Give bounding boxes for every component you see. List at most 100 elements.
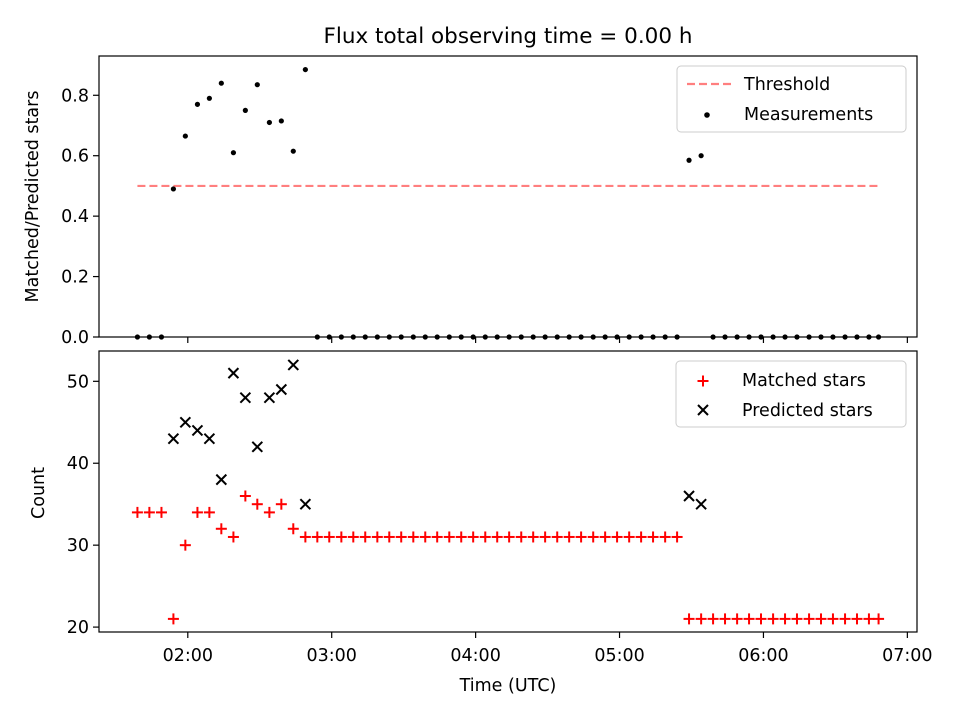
predicted-star-point [227,367,240,379]
matched-star-point [815,613,827,625]
measurement-point [266,119,272,126]
predicted-star-point [695,498,707,510]
predicted-star-point [263,391,276,404]
matched-star-point [227,531,239,543]
matched-star-point [803,613,815,625]
matched-star-point [755,613,767,625]
matched-star-point [827,613,839,625]
predicted-star-point [179,416,192,428]
bottom-legend: Matched stars Predicted stars [675,360,907,428]
matched-star-point [491,531,503,543]
marker-stroke [239,391,252,404]
matched-star-point [671,531,683,543]
matched-star-point [287,523,299,535]
matched-star-point [179,539,191,551]
matched-star-point [851,613,863,625]
measurement-point [242,107,248,113]
marker-stroke [191,424,204,437]
marker-stroke [695,498,707,510]
matched-star-point [407,531,419,543]
predicted-star-point [191,424,204,437]
matched-star-point [191,506,203,518]
measurement-point [194,101,201,107]
matched-star-point [539,531,551,543]
matched-star-point [707,613,719,625]
marker-stroke [263,391,276,404]
measurement-point [218,80,224,86]
matched-star-point [563,531,575,543]
matched-star-point [467,531,479,543]
predicted-star-point [275,383,288,396]
matched-star-point [623,531,635,543]
matched-star-point [863,613,875,625]
legend-matched-label: Matched stars [742,371,866,391]
matched-star-point [767,613,779,625]
marker-stroke [227,367,240,379]
matched-star-point [131,506,143,518]
predicted-star-point [239,391,252,404]
bottom-xtick-label: 03:00 [306,646,356,666]
bottom-ytick-label: 40 [67,454,89,474]
matched-star-point [695,613,707,625]
top-ytick-label: 0.2 [61,268,89,288]
matched-star-point [873,613,885,625]
matched-star-point [239,490,251,502]
top-ylabel: Matched/Predicted stars [23,91,43,303]
matched-star-point [599,531,611,543]
legend-threshold-label: Threshold [743,75,830,95]
top-ytick-label: 0.4 [61,207,89,227]
figure-title: Flux total observing time = 0.00 h [324,24,693,49]
measurement-point [278,118,284,124]
top-ytick-label: 0.0 [61,328,89,348]
legend-measurements-swatch [704,112,710,118]
predicted-star-point [203,432,216,445]
matched-star-point [527,531,539,543]
matched-star-point [251,498,263,510]
marker-stroke [203,432,216,445]
predicted-star-point [167,432,180,445]
top-panel: Matched/Predicted stars 0.00.20.40.60.8 … [23,55,918,348]
matched-star-point [215,523,227,535]
bottom-xtick-label: 06:00 [738,646,788,666]
measurement-point [170,186,177,192]
top-legend-box [676,65,907,133]
top-ytick-label: 0.8 [61,86,89,106]
matched-star-point [263,506,275,518]
bottom-xtick-label: 02:00 [163,646,213,666]
predicted-star-point [299,498,312,510]
matched-star-point [311,531,323,543]
matched-star-point [503,531,515,543]
measurement-point [254,82,260,88]
legend-matched-swatch [697,375,709,387]
matched-star-point [359,531,371,543]
matched-star-point [455,531,467,543]
matched-star-point [587,531,599,543]
marker-stroke [215,473,228,486]
matched-star-point [155,506,167,518]
measurement-point [686,157,692,163]
predicted-star-point [287,359,299,371]
marker-stroke [683,490,695,502]
predicted-star-point [251,441,264,453]
bottom-axes-frame [98,350,918,633]
matched-star-point [383,531,395,543]
matched-star-point [719,613,731,625]
matched-star-point [299,531,311,543]
legend-measurements-label: Measurements [744,105,873,125]
predicted-star-point [215,473,228,486]
matched-star-point [335,531,347,543]
top-axes-frame [98,55,918,338]
bottom-ytick-label: 20 [67,618,89,638]
top-ytick-label: 0.6 [61,147,89,167]
matched-star-point [611,531,623,543]
legend-predicted-swatch [697,404,709,416]
matched-star-point [731,613,743,625]
legend-predicted-label: Predicted stars [742,401,873,421]
matched-star-point [371,531,383,543]
bottom-ytick-label: 50 [67,372,89,392]
matched-star-point [743,613,755,625]
matched-star-point [551,531,563,543]
bottom-ylabel: Count [29,467,49,519]
matched-star-point [659,531,671,543]
